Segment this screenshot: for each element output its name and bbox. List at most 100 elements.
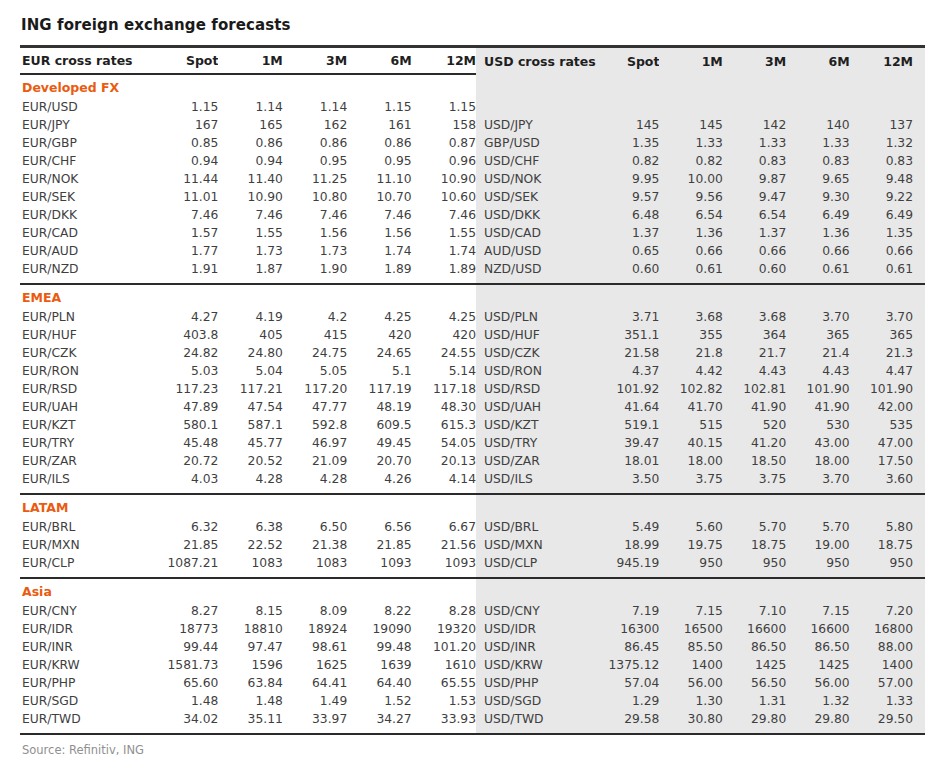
rate-value: 47.54 — [218, 398, 282, 416]
rate-value: 145 — [596, 116, 659, 134]
column-header-spot: Spot — [596, 54, 659, 69]
table-row: EUR/PLN4.274.194.24.254.25USD/PLN3.713.6… — [20, 308, 925, 326]
table-row: EUR/NZD1.911.871.901.891.89NZD/USD0.600.… — [20, 260, 925, 278]
rate-value: 19320 — [412, 620, 476, 638]
rate-value: 1.56 — [347, 224, 411, 242]
rate-value: 1.33 — [723, 134, 786, 152]
rate-value: 1.30 — [659, 692, 722, 710]
rate-value: 1.55 — [218, 224, 282, 242]
column-header-6m: 6M — [786, 54, 849, 69]
rate-value: 7.46 — [412, 206, 476, 224]
currency-pair-label: EUR/RON — [20, 362, 154, 380]
rate-value: 21.85 — [347, 536, 411, 554]
empty-value-cell — [850, 98, 913, 116]
rate-value: 158 — [412, 116, 476, 134]
rate-value: 21.58 — [596, 344, 659, 362]
rate-value: 65.55 — [412, 674, 476, 692]
rate-value: 19.75 — [659, 536, 722, 554]
currency-pair-label: USD/SGD — [484, 692, 596, 710]
rate-value: 29.58 — [596, 710, 659, 728]
rate-value: 34.27 — [347, 710, 411, 728]
rate-value: 101.92 — [596, 380, 659, 398]
rate-value: 8.27 — [154, 602, 218, 620]
rate-value: 10.70 — [347, 188, 411, 206]
rate-value: 18.00 — [786, 452, 849, 470]
rate-value: 1087.21 — [154, 554, 218, 572]
table-row: EUR/TRY45.4845.7746.9749.4554.05USD/TRY3… — [20, 434, 925, 452]
rate-value: 1.87 — [218, 260, 282, 278]
rate-value: 7.46 — [154, 206, 218, 224]
rate-value: 8.09 — [283, 602, 347, 620]
rate-value: 33.97 — [283, 710, 347, 728]
rate-value: 16600 — [786, 620, 849, 638]
rate-value: 1.91 — [154, 260, 218, 278]
currency-pair-label: EUR/HUF — [20, 326, 154, 344]
rate-value: 21.3 — [850, 344, 913, 362]
rate-value: 117.23 — [154, 380, 218, 398]
rate-value: 41.70 — [659, 398, 722, 416]
rate-value: 4.25 — [412, 308, 476, 326]
rate-value: 57.00 — [850, 674, 913, 692]
rate-value: 9.22 — [850, 188, 913, 206]
rate-value: 515 — [659, 416, 722, 434]
rate-value: 1.89 — [412, 260, 476, 278]
rate-value: 365 — [850, 326, 913, 344]
rate-value: 24.65 — [347, 344, 411, 362]
rate-value: 35.11 — [218, 710, 282, 728]
rate-value: 1.37 — [596, 224, 659, 242]
rate-value: 592.8 — [283, 416, 347, 434]
rate-value: 1610 — [412, 656, 476, 674]
rate-value: 0.86 — [218, 134, 282, 152]
rate-value: 6.49 — [786, 206, 849, 224]
rate-value: 615.3 — [412, 416, 476, 434]
section-header-row: LATAM — [20, 495, 925, 518]
table-row: EUR/CAD1.571.551.561.561.55USD/CAD1.371.… — [20, 224, 925, 242]
table-row: EUR/SGD1.481.481.491.521.53USD/SGD1.291.… — [20, 692, 925, 710]
rate-value: 1.15 — [412, 98, 476, 116]
currency-pair-label: USD/INR — [484, 638, 596, 656]
currency-pair-label: EUR/SEK — [20, 188, 154, 206]
table-row: EUR/ILS4.034.284.284.264.14USD/ILS3.503.… — [20, 470, 925, 488]
rate-value: 18.01 — [596, 452, 659, 470]
rate-value: 21.4 — [786, 344, 849, 362]
table-row: EUR/KZT580.1587.1592.8609.5615.3USD/KZT5… — [20, 416, 925, 434]
rate-value: 65.60 — [154, 674, 218, 692]
rate-value: 6.50 — [283, 518, 347, 536]
currency-pair-label: EUR/SGD — [20, 692, 154, 710]
rate-value: 1.15 — [347, 98, 411, 116]
rate-value: 4.28 — [218, 470, 282, 488]
rate-value: 47.00 — [850, 434, 913, 452]
rate-value: 1375.12 — [596, 656, 659, 674]
rate-value: 1093 — [347, 554, 411, 572]
rate-value: 165 — [218, 116, 282, 134]
rate-value: 142 — [723, 116, 786, 134]
currency-pair-label: EUR/CNY — [20, 602, 154, 620]
rate-value: 11.01 — [154, 188, 218, 206]
rate-value: 5.14 — [412, 362, 476, 380]
table-row: EUR/AUD1.771.731.731.741.74AUD/USD0.650.… — [20, 242, 925, 260]
rate-value: 0.94 — [154, 152, 218, 170]
rate-value: 0.66 — [786, 242, 849, 260]
eur-cross-rates-header: EUR cross rates — [20, 53, 154, 68]
rate-value: 0.61 — [659, 260, 722, 278]
rate-value: 7.15 — [786, 602, 849, 620]
section-title: Asia — [20, 581, 52, 602]
rate-value: 64.41 — [283, 674, 347, 692]
rate-value: 519.1 — [596, 416, 659, 434]
rate-value: 0.60 — [596, 260, 659, 278]
rate-value: 0.86 — [347, 134, 411, 152]
currency-pair-label: USD/TRY — [484, 434, 596, 452]
rate-value: 1.48 — [218, 692, 282, 710]
rate-value: 4.43 — [786, 362, 849, 380]
rate-value: 24.82 — [154, 344, 218, 362]
currency-pair-label: EUR/GBP — [20, 134, 154, 152]
currency-pair-label: EUR/USD — [20, 98, 154, 116]
section-asia: AsiaEUR/CNY8.278.158.098.228.28USD/CNY7.… — [20, 577, 925, 733]
rate-value: 43.00 — [786, 434, 849, 452]
currency-pair-label: USD/CLP — [484, 554, 596, 572]
rate-value: 1.14 — [283, 98, 347, 116]
rate-value: 48.19 — [347, 398, 411, 416]
rate-value: 45.48 — [154, 434, 218, 452]
rate-value: 530 — [786, 416, 849, 434]
rate-value: 945.19 — [596, 554, 659, 572]
